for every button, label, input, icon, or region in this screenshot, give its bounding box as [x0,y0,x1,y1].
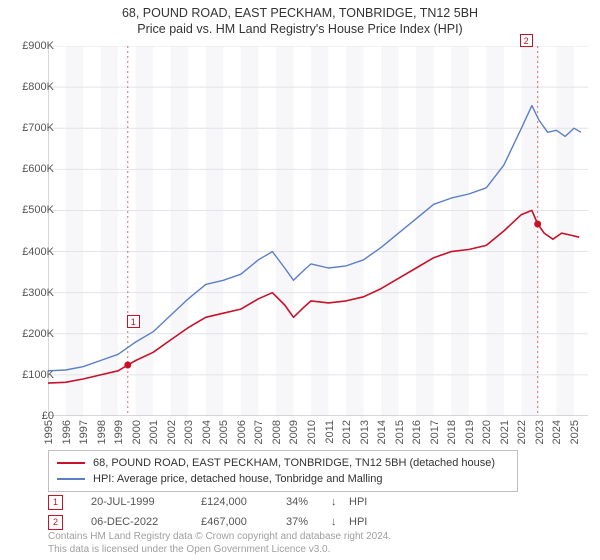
x-tick-label: 1996 [61,420,73,444]
y-tick-label: £400K [22,246,54,258]
y-tick-label: £300K [22,287,54,299]
x-tick-label: 2013 [359,420,371,444]
x-tick-label: 2021 [499,420,511,444]
chart-plot-area: 12 [48,46,588,416]
x-tick-label: 2001 [148,420,160,444]
y-tick-label: £900K [22,40,54,52]
legend-swatch-1 [57,462,85,464]
x-tick-label: 2003 [183,420,195,444]
x-tick-label: 2002 [166,420,178,444]
sale-price-2: £467,000 [201,516,286,528]
x-tick-label: 2016 [411,420,423,444]
sale-row-2: 2 06-DEC-2022 £467,000 37% ↓ HPI [48,512,367,532]
legend-row-1: 68, POUND ROAD, EAST PECKHAM, TONBRIDGE,… [57,455,509,471]
sale-date-2: 06-DEC-2022 [91,516,201,528]
x-tick-label: 2009 [288,420,300,444]
y-tick-label: £500K [22,204,54,216]
x-tick-label: 2005 [218,420,230,444]
x-tick-label: 2024 [551,420,563,444]
chart-sale-marker-icon: 1 [127,315,140,328]
y-tick-label: £100K [22,369,54,381]
y-tick-label: £600K [22,163,54,175]
down-arrow-icon: ↓ [331,496,349,508]
title-block: 68, POUND ROAD, EAST PECKHAM, TONBRIDGE,… [0,0,600,36]
y-tick-label: £800K [22,81,54,93]
x-tick-label: 2023 [534,420,546,444]
x-tick-label: 2000 [131,420,143,444]
x-tick-label: 2014 [376,420,388,444]
x-tick-label: 1997 [78,420,90,444]
x-tick-label: 2017 [429,420,441,444]
title-line-1: 68, POUND ROAD, EAST PECKHAM, TONBRIDGE,… [0,6,600,20]
legend-swatch-2 [57,478,85,480]
x-tick-label: 2015 [394,420,406,444]
chart-sale-marker-icon: 2 [520,34,533,47]
sale-pct-2: 37% [286,516,331,528]
legend-box: 68, POUND ROAD, EAST PECKHAM, TONBRIDGE,… [48,450,518,492]
sale-marker-2-icon: 2 [48,515,63,530]
x-tick-label: 2007 [253,420,265,444]
y-tick-label: £200K [22,328,54,340]
x-tick-label: 2006 [236,420,248,444]
chart-svg [48,46,588,416]
down-arrow-icon: ↓ [331,516,349,528]
x-tick-label: 2004 [201,420,213,444]
x-tick-label: 2010 [306,420,318,444]
x-tick-label: 2008 [271,420,283,444]
title-line-2: Price paid vs. HM Land Registry's House … [0,22,600,36]
x-tick-label: 2025 [569,420,581,444]
sales-table: 1 20-JUL-1999 £124,000 34% ↓ HPI 2 06-DE… [48,492,367,532]
legend-label-2: HPI: Average price, detached house, Tonb… [93,473,382,485]
x-tick-label: 1999 [113,420,125,444]
x-tick-label: 2012 [341,420,353,444]
legend-row-2: HPI: Average price, detached house, Tonb… [57,471,509,487]
x-tick-label: 2020 [481,420,493,444]
y-tick-label: £700K [22,122,54,134]
sale-suffix-1: HPI [349,496,367,508]
chart-container: 68, POUND ROAD, EAST PECKHAM, TONBRIDGE,… [0,0,600,560]
legend-label-1: 68, POUND ROAD, EAST PECKHAM, TONBRIDGE,… [93,457,495,469]
sale-date-1: 20-JUL-1999 [91,496,201,508]
footer-line-1: Contains HM Land Registry data © Crown c… [48,531,391,544]
footer-note: Contains HM Land Registry data © Crown c… [48,531,391,556]
x-tick-label: 1998 [96,420,108,444]
x-tick-label: 2011 [324,420,336,444]
sale-price-1: £124,000 [201,496,286,508]
x-tick-label: 2018 [446,420,458,444]
x-tick-label: 2022 [516,420,528,444]
x-tick-label: 1995 [43,420,55,444]
sale-marker-1-icon: 1 [48,495,63,510]
x-tick-label: 2019 [464,420,476,444]
sale-suffix-2: HPI [349,516,367,528]
sale-pct-1: 34% [286,496,331,508]
sale-row-1: 1 20-JUL-1999 £124,000 34% ↓ HPI [48,492,367,512]
footer-line-2: This data is licensed under the Open Gov… [48,544,391,557]
